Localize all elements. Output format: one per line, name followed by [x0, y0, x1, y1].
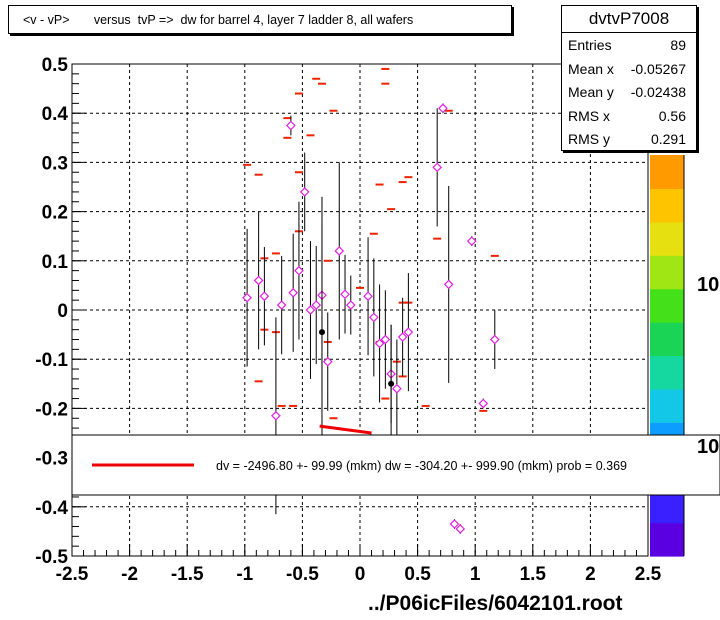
stats-box: dvtvP7008 Entries 89 Mean x -0.05267 Mea…: [561, 5, 697, 151]
profile-point: [432, 162, 443, 173]
stats-label: Entries: [568, 37, 612, 53]
palette-swatch: [650, 221, 684, 256]
x-tick-label: 2.5: [635, 564, 662, 585]
y-tick-label: -0.1: [35, 350, 68, 371]
dark-point: [388, 380, 395, 387]
stats-label: RMS x: [568, 107, 610, 124]
stats-value: 0.291: [650, 131, 686, 147]
y-tick-label: 0.3: [42, 153, 68, 174]
colorbar-label: 10: [697, 436, 719, 458]
profile-point: [443, 279, 454, 290]
x-tick-label: -0.5: [286, 564, 319, 585]
profile-point: [478, 398, 489, 409]
x-tick-label: -2.5: [56, 564, 89, 585]
x-tick-label: 2: [585, 564, 596, 585]
profile-point: [253, 275, 264, 286]
stats-label: Mean y: [568, 84, 614, 100]
stats-row-rms-x: RMS x 0.56: [562, 104, 696, 128]
palette-swatch: [650, 322, 684, 357]
x-tick-label: 0.5: [404, 564, 431, 585]
profile-point: [449, 519, 460, 529]
profile-point: [374, 338, 385, 349]
profile-point: [305, 305, 316, 315]
profile-point: [363, 291, 373, 302]
palette-swatch: [650, 388, 684, 423]
profile-point: [271, 410, 281, 421]
plot-title: <v - vP> versus tvP => dw for barrel 4, …: [8, 5, 512, 34]
palette-swatch: [650, 355, 684, 390]
x-tick-label: -1: [236, 564, 253, 585]
profile-point: [455, 524, 466, 534]
file-path-footer: ../P06icFiles/6042101.root: [368, 592, 623, 615]
palette-swatch: [650, 255, 684, 290]
stats-name: dvtvP7008: [562, 6, 696, 33]
profile-point: [466, 236, 477, 246]
y-tick-label: 0.4: [42, 104, 69, 125]
stats-row-mean-y: Mean y -0.02438: [562, 80, 696, 104]
stats-value: -0.02438: [630, 84, 686, 100]
y-tick-label: 0.1: [42, 252, 69, 273]
profile-point: [286, 120, 296, 131]
palette-swatch: [650, 188, 684, 223]
x-tick-label: -2: [121, 564, 138, 585]
profile-point: [392, 383, 402, 394]
profile-point: [334, 246, 345, 256]
profile-point: [380, 334, 391, 345]
palette-swatch: [650, 155, 684, 189]
y-tick-label: 0: [57, 301, 68, 322]
dark-point: [318, 329, 325, 336]
profile-point: [368, 312, 379, 323]
stats-value: -0.05267: [630, 60, 686, 77]
palette-swatch: [650, 288, 684, 323]
y-tick-label: 0.5: [42, 55, 69, 76]
x-tick-label: -1.5: [171, 564, 204, 585]
y-tick-label: -0.3: [35, 449, 68, 470]
y-tick-label: -0.2: [35, 399, 68, 420]
profile-point: [311, 300, 322, 310]
profile-point: [403, 327, 414, 337]
stats-label: Mean x: [568, 60, 614, 77]
stats-row-entries: Entries 89: [562, 33, 696, 57]
stats-row-mean-x: Mean x -0.05267: [562, 57, 696, 81]
stats-row-rms-y: RMS y 0.291: [562, 127, 696, 151]
colorbar-label: 10: [697, 274, 719, 296]
x-tick-label: 0: [355, 564, 366, 585]
y-tick-label: -0.5: [35, 547, 68, 568]
y-tick-label: 0.2: [42, 203, 68, 224]
profile-point: [259, 291, 270, 302]
palette-swatch: [650, 522, 684, 557]
profile-point: [276, 300, 287, 310]
profile-point: [288, 287, 299, 298]
profile-point: [299, 187, 310, 197]
profile-point: [397, 332, 408, 342]
profile-point: [294, 265, 304, 276]
x-tick-label: 1: [470, 564, 481, 585]
x-tick-label: 1.5: [520, 564, 547, 585]
profile-point: [438, 103, 448, 114]
profile-point: [242, 292, 252, 303]
stats-label: RMS y: [568, 131, 610, 147]
profile-point: [340, 289, 350, 300]
profile-point: [322, 356, 333, 367]
stats-value: 89: [670, 37, 686, 53]
fit-line: [319, 424, 372, 435]
legend-text: dv = -2496.80 +- 99.99 (mkm) dw = -304.2…: [216, 459, 627, 473]
y-tick-label: -0.4: [35, 498, 68, 519]
stats-value: 0.56: [658, 107, 686, 124]
profile-point: [489, 334, 500, 345]
profile-point: [345, 300, 356, 310]
